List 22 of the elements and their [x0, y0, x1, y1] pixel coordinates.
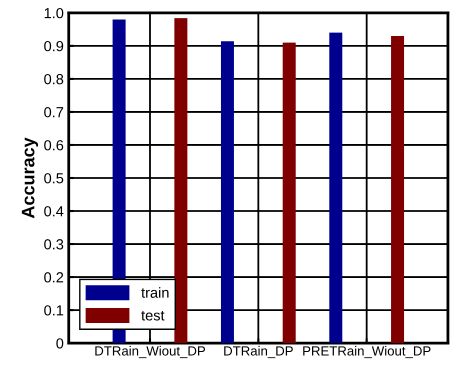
y-tick-label: 0 [56, 338, 64, 349]
y-tick-label: 0.9 [44, 40, 64, 52]
legend-label: train [141, 287, 168, 298]
y-tick-label: 0.2 [44, 272, 64, 283]
bar [220, 41, 234, 344]
x-tick-label: PRETRain_Wiout_DP [303, 346, 431, 358]
y-tick-label: 1.0 [44, 8, 64, 18]
y-axis-title: Accuracy [22, 137, 38, 218]
y-tick-label: 0.7 [44, 107, 64, 118]
bar [174, 18, 188, 344]
x-tick-label: DTRain_Wiout_DP [95, 346, 206, 358]
bar [391, 36, 404, 344]
y-tick-label: 0.8 [44, 74, 64, 84]
y-tick-label: 0.1 [44, 305, 64, 316]
bar [282, 42, 296, 344]
bar [329, 32, 342, 344]
x-tick-label: DTRain_DP [224, 346, 293, 358]
y-tick-label: 0.4 [44, 206, 64, 216]
legend-label: test [141, 310, 164, 321]
y-tick-label: 0.5 [44, 173, 64, 184]
y-tick-label: 0.3 [44, 239, 64, 250]
y-tick-label: 0.6 [44, 140, 64, 150]
